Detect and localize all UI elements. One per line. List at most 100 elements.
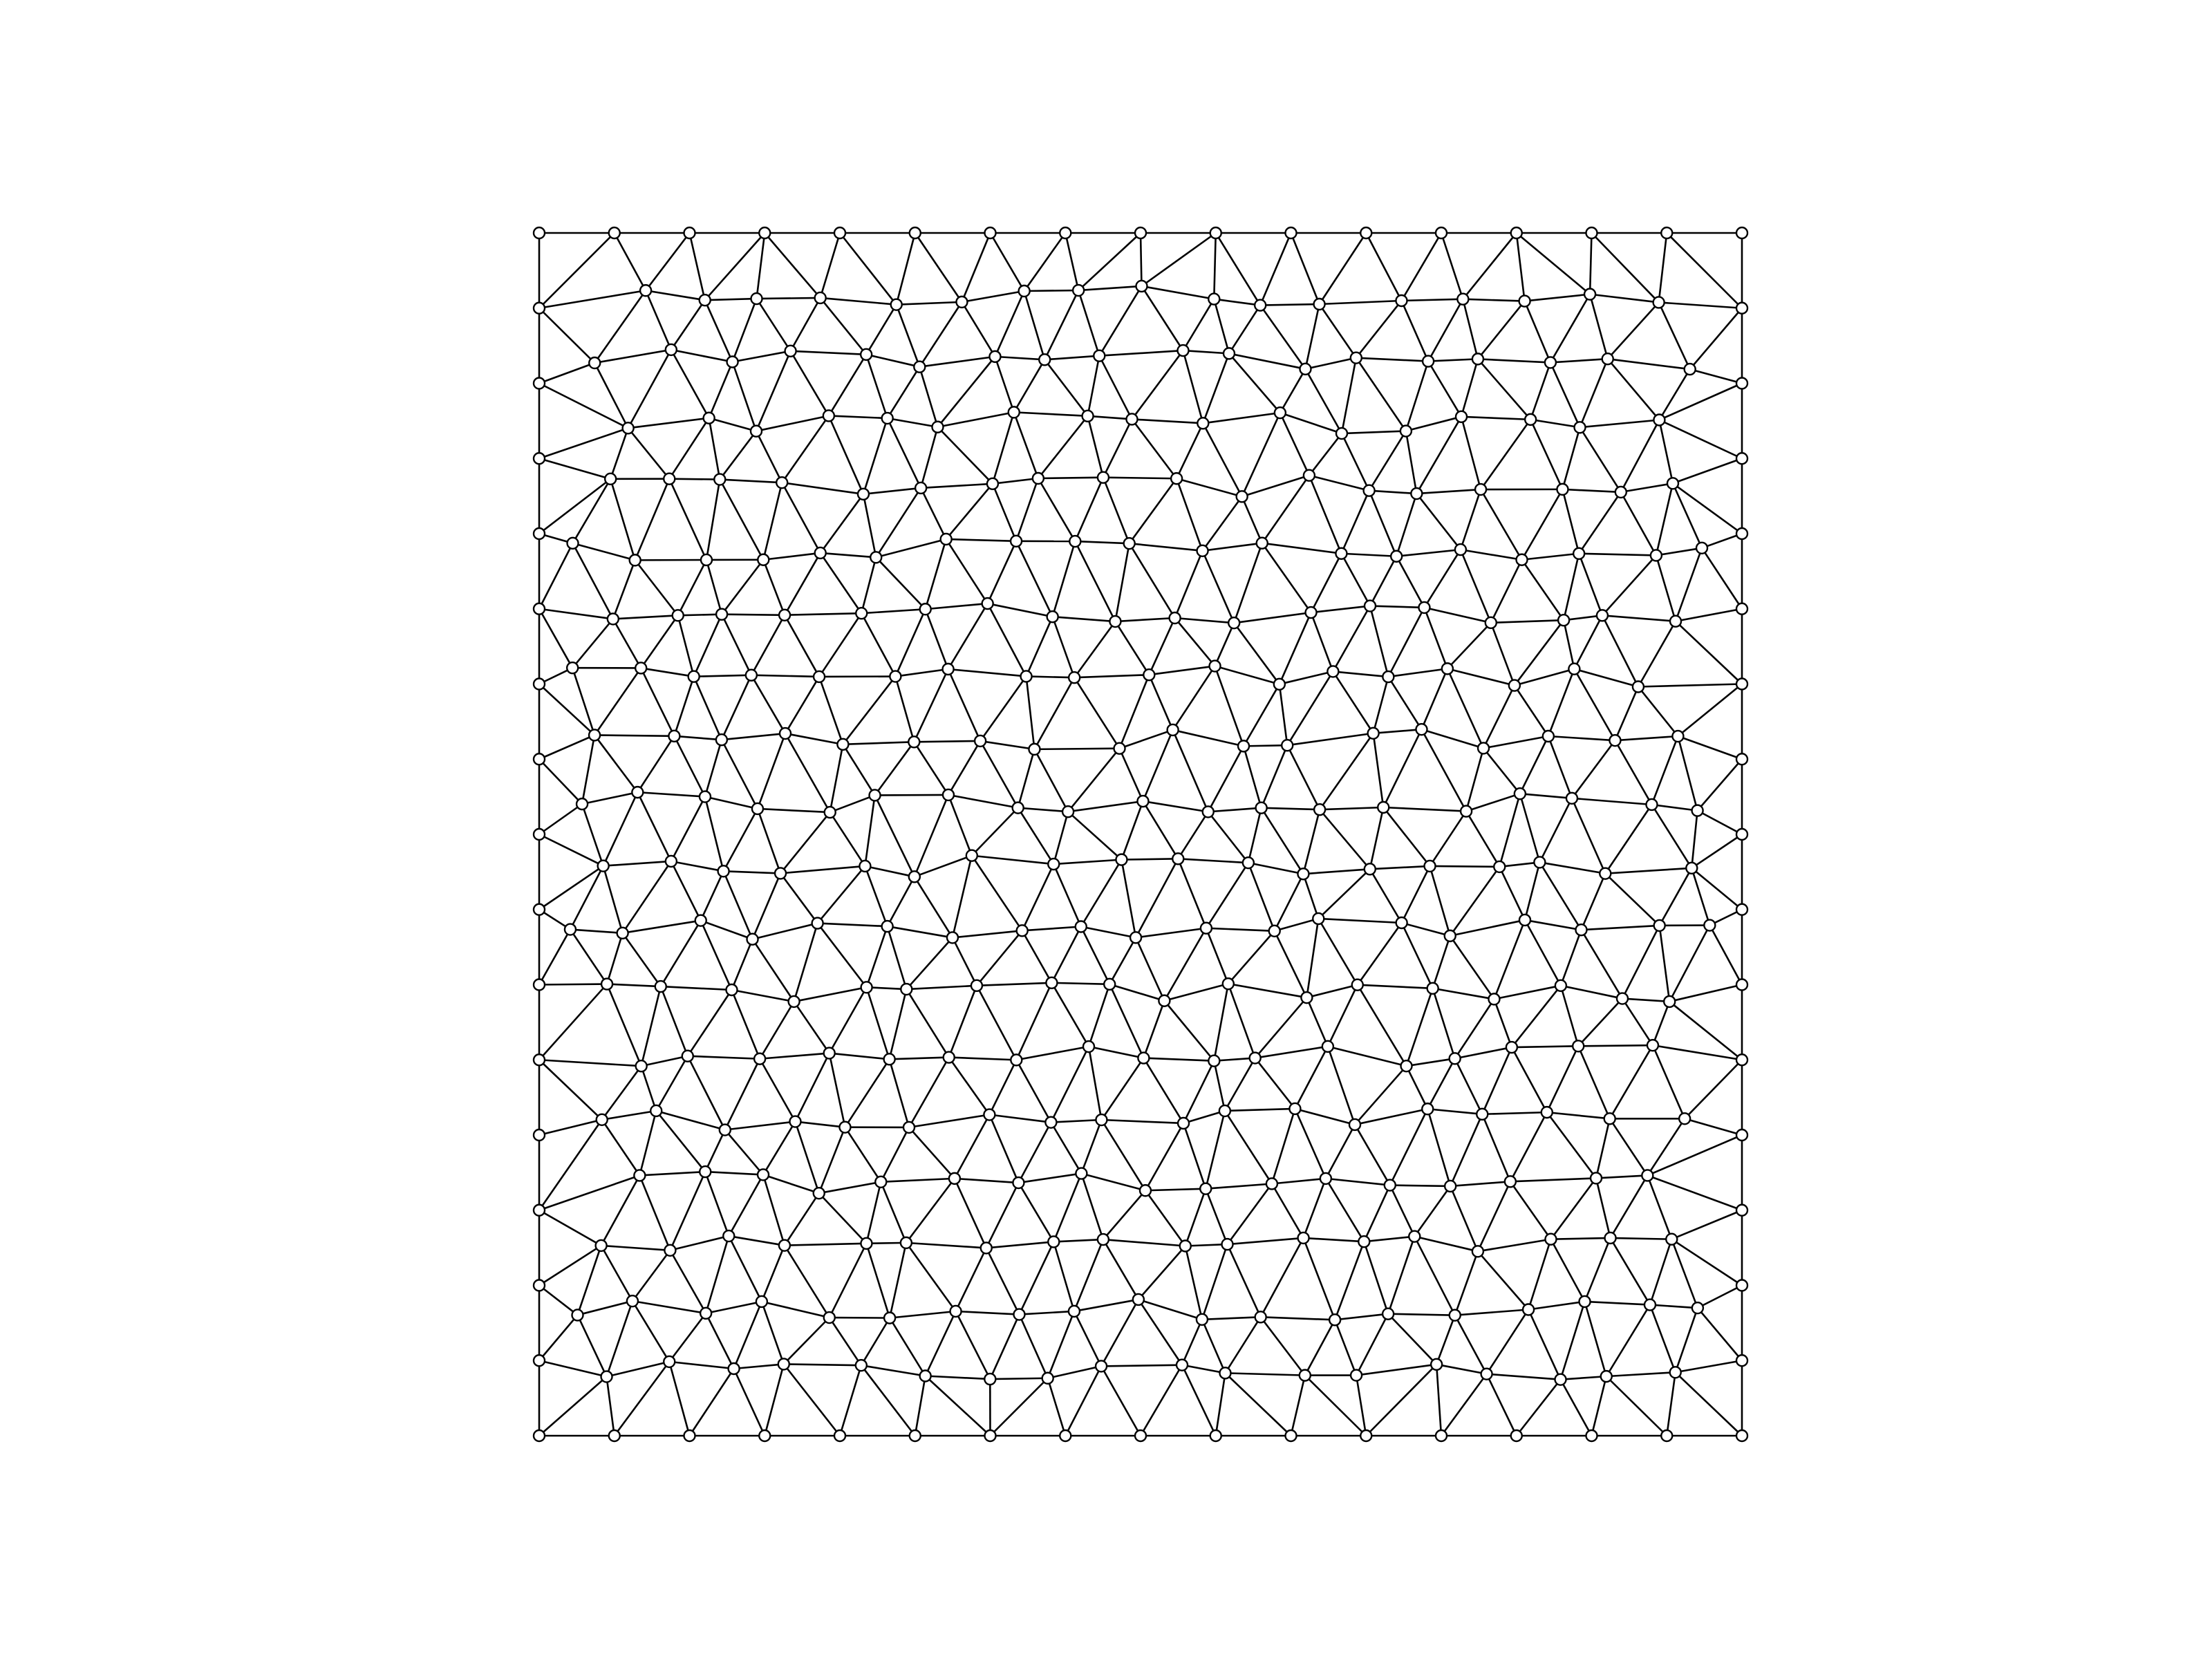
mesh-node (1067, 671, 1081, 684)
mesh-node (1125, 413, 1138, 426)
mesh-node (1735, 377, 1749, 390)
mesh-edge (1637, 621, 1677, 688)
mesh-edge (937, 356, 996, 428)
mesh-edge (1290, 232, 1320, 305)
mesh-edge (1414, 1235, 1479, 1253)
mesh-edge (1175, 478, 1203, 552)
mesh-node (1113, 742, 1126, 755)
mesh-node (1513, 787, 1527, 800)
mesh-node (983, 1108, 996, 1121)
mesh-node (1600, 1369, 1613, 1383)
mesh-edge (865, 1243, 891, 1319)
mesh-edge (1201, 496, 1243, 552)
mesh-edge (1684, 1059, 1743, 1120)
mesh-node (902, 1121, 916, 1134)
mesh-edge (1595, 1178, 1611, 1239)
mesh-node (1288, 1102, 1302, 1116)
mesh-edge (700, 920, 733, 991)
mesh-node (756, 1168, 770, 1181)
mesh-edge (1510, 985, 1562, 1048)
mesh-edge (1649, 1304, 1698, 1309)
mesh-edge (1025, 616, 1053, 677)
mesh-edge (1333, 1241, 1365, 1320)
mesh-edge (945, 482, 993, 540)
mesh-edge (784, 676, 821, 734)
mesh-edge (1677, 735, 1698, 811)
mesh-edge (1148, 617, 1176, 675)
mesh-node (595, 1113, 608, 1126)
mesh-node (1061, 805, 1075, 818)
mesh-edge (1652, 1044, 1743, 1061)
mesh-edge (673, 735, 706, 798)
mesh-edge (1674, 547, 1703, 622)
mesh-edge (1261, 542, 1312, 613)
mesh-node (1351, 978, 1364, 991)
mesh-node (823, 805, 836, 819)
mesh-node (1703, 919, 1716, 932)
mesh-edge (704, 796, 758, 810)
mesh-node (1335, 427, 1349, 440)
mesh-node (1557, 613, 1571, 627)
mesh-edge (1595, 1174, 1648, 1179)
mesh-edge (538, 803, 583, 836)
mesh-node (986, 477, 1000, 491)
mesh-node (860, 981, 873, 994)
mesh-edge (888, 1059, 910, 1128)
mesh-edge (1047, 1378, 1067, 1436)
mesh-edge (600, 1174, 641, 1246)
mesh-node (1678, 1112, 1691, 1125)
mesh-edge (794, 986, 867, 1003)
mesh-edge (1672, 482, 1743, 535)
mesh-node (1434, 1429, 1448, 1443)
mesh-edge (1183, 1109, 1226, 1125)
mesh-node (1505, 1040, 1519, 1054)
mesh-node (823, 1311, 836, 1324)
mesh-node (1662, 995, 1676, 1009)
mesh-edge (1493, 919, 1526, 1000)
mesh-node (1297, 1231, 1310, 1245)
mesh-edge (1701, 532, 1743, 550)
mesh-edge (677, 559, 708, 616)
mesh-edge (1260, 1316, 1335, 1321)
mesh-node (1615, 992, 1629, 1005)
mesh-edge (1382, 807, 1431, 867)
mesh-node (608, 226, 621, 240)
mesh-edge (1242, 746, 1262, 809)
mesh-edge (1232, 543, 1263, 624)
mesh-edge (1182, 1123, 1207, 1190)
mesh-node (1603, 1112, 1616, 1125)
mesh-edge (946, 538, 1017, 543)
mesh-edge (1574, 668, 1639, 688)
mesh-edge (1279, 671, 1333, 686)
mesh-edge (1691, 867, 1743, 910)
mesh-edge (1227, 1237, 1304, 1246)
mesh-node (948, 1172, 962, 1185)
mesh-node (1459, 805, 1473, 818)
mesh-edge (1261, 807, 1320, 811)
mesh-edge (1372, 733, 1385, 808)
mesh-edge (818, 1192, 868, 1244)
mesh-edge (1432, 987, 1494, 1000)
mesh-edge (1610, 1237, 1672, 1241)
mesh-edge (1181, 1319, 1203, 1366)
mesh-edge (1609, 1237, 1651, 1306)
mesh-node (532, 753, 546, 766)
mesh-edge (1017, 807, 1055, 865)
mesh-edge (1658, 301, 1691, 370)
mesh-node (750, 292, 763, 306)
mesh-node (1735, 1429, 1749, 1443)
mesh-edge (865, 926, 888, 988)
mesh-edge (1306, 984, 1358, 999)
mesh-node (1660, 1429, 1674, 1443)
mesh-edge (1548, 735, 1615, 742)
mesh-edge (1588, 294, 1609, 359)
mesh-edge (1550, 1237, 1611, 1241)
mesh-node (1554, 1373, 1567, 1386)
mesh-node (822, 409, 836, 422)
mesh-node (1255, 536, 1268, 550)
mesh-edge (1018, 1122, 1052, 1183)
mesh-edge (637, 791, 673, 862)
mesh-node (789, 1115, 802, 1128)
mesh-edge (1483, 735, 1549, 749)
mesh-edge (844, 1058, 890, 1128)
